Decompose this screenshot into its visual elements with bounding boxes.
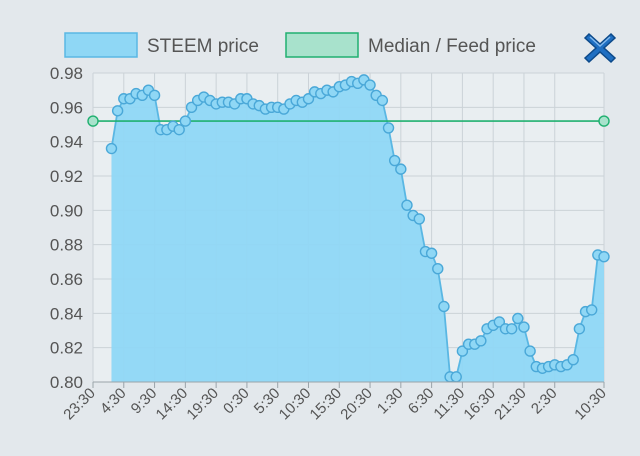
close-x-icon[interactable] bbox=[583, 32, 617, 64]
x-tick-label: 4:30 bbox=[97, 385, 130, 418]
steem-price-point bbox=[388, 154, 401, 167]
x-tick-label: 10:30 bbox=[276, 385, 315, 424]
y-tick-label: 0.92 bbox=[50, 167, 83, 186]
y-tick-label: 0.98 bbox=[50, 64, 83, 83]
x-tick-label: 20:30 bbox=[337, 385, 376, 424]
steem-price-point bbox=[105, 142, 118, 155]
steem-price-point bbox=[438, 300, 450, 313]
steem-price-point bbox=[512, 312, 524, 325]
steem-price-point bbox=[475, 335, 487, 347]
legend-label-median: Median / Feed price bbox=[368, 36, 536, 57]
y-tick-label: 0.84 bbox=[50, 304, 83, 323]
steem-price-area bbox=[111, 79, 604, 383]
steem-price-point bbox=[401, 199, 413, 211]
x-tick-label: 2:30 bbox=[528, 385, 561, 418]
steem-price-point bbox=[450, 371, 462, 383]
steem-price-point bbox=[364, 79, 376, 91]
steem-price-point bbox=[425, 247, 438, 259]
x-tick-label: 1:30 bbox=[374, 385, 407, 418]
steem-price-point bbox=[395, 163, 407, 175]
legend: STEEM price Median / Feed price bbox=[64, 32, 536, 58]
x-tick-label: 15:30 bbox=[307, 385, 346, 424]
y-tick-label: 0.86 bbox=[50, 270, 83, 289]
x-tick-label: 19:30 bbox=[183, 385, 222, 424]
steem-price-point bbox=[524, 345, 536, 357]
x-axis: 23:304:309:3014:3019:300:305:3010:3015:3… bbox=[60, 381, 610, 424]
steem-price-point bbox=[173, 123, 185, 136]
steem-price-point bbox=[413, 213, 425, 225]
x-tick-label: 10:30 bbox=[571, 385, 610, 424]
y-tick-label: 0.82 bbox=[50, 339, 83, 358]
plot-area bbox=[87, 74, 610, 383]
steem-price-point bbox=[382, 122, 395, 134]
steem-price-point bbox=[179, 115, 192, 127]
x-tick-label: 11:30 bbox=[430, 385, 468, 423]
steem-price-point bbox=[585, 304, 598, 316]
steem-price-point bbox=[567, 353, 579, 366]
y-tick-label: 0.80 bbox=[50, 373, 83, 392]
steem-price-point bbox=[432, 263, 444, 275]
steem-price-point bbox=[376, 94, 389, 107]
y-axis: 0.80 0.82 0.84 0.86 0.88 0.90 0.92 0.94 0.96 0.98 bbox=[50, 64, 83, 392]
steem-price-point bbox=[573, 323, 586, 335]
y-tick-label: 0.88 bbox=[50, 236, 83, 255]
steem-price-point bbox=[598, 250, 610, 263]
steem-price-point bbox=[505, 323, 518, 335]
y-tick-label: 0.90 bbox=[50, 201, 83, 220]
x-tick-label: 0:30 bbox=[220, 385, 253, 418]
legend-swatch-median bbox=[285, 32, 359, 58]
y-tick-label: 0.94 bbox=[50, 133, 83, 152]
median-feed-point bbox=[598, 115, 610, 127]
steem-price-point bbox=[302, 93, 315, 105]
y-tick-label: 0.96 bbox=[50, 98, 83, 117]
x-tick-label: 14:30 bbox=[153, 385, 192, 424]
steem-price-point bbox=[148, 89, 161, 102]
steem-price-point bbox=[111, 105, 124, 117]
median-feed-point bbox=[87, 115, 99, 127]
legend-label-steem: STEEM price bbox=[147, 36, 259, 57]
steem-price-point bbox=[518, 321, 530, 333]
x-tick-label: 16:30 bbox=[460, 385, 499, 424]
legend-swatch-steem bbox=[64, 32, 138, 58]
x-tick-label: 21:30 bbox=[491, 385, 530, 424]
